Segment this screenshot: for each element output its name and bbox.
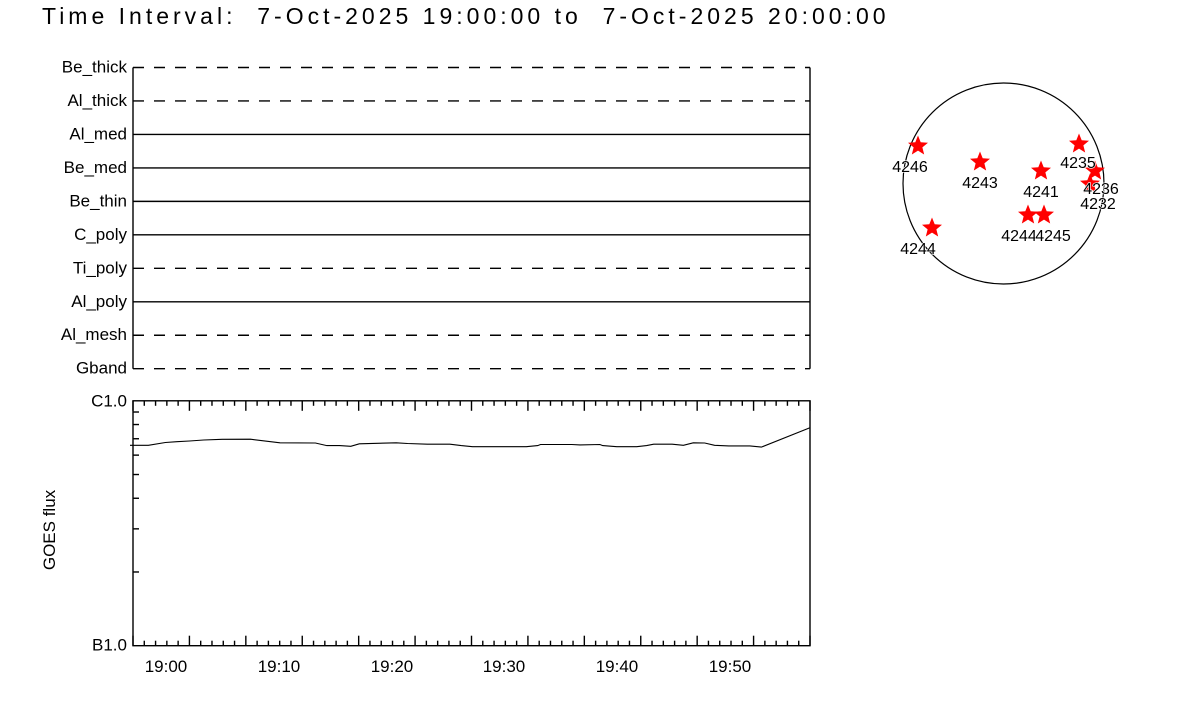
svg-text:Al_mesh: Al_mesh: [61, 325, 127, 344]
svg-text:C1.0: C1.0: [91, 392, 127, 411]
svg-text:19:00: 19:00: [145, 657, 188, 676]
svg-text:4241: 4241: [1023, 184, 1059, 201]
svg-text:4232: 4232: [1080, 196, 1116, 213]
svg-text:Al_thick: Al_thick: [67, 91, 127, 110]
svg-text:Be_thin: Be_thin: [69, 191, 127, 210]
svg-text:4243: 4243: [962, 175, 998, 192]
svg-text:GOES flux: GOES flux: [40, 489, 59, 570]
svg-text:Al_poly: Al_poly: [71, 292, 127, 311]
svg-text:19:30: 19:30: [483, 657, 526, 676]
svg-text:Ti_poly: Ti_poly: [73, 258, 128, 277]
svg-text:Be_thick: Be_thick: [62, 58, 128, 77]
svg-text:4246: 4246: [892, 159, 928, 176]
svg-text:4244: 4244: [1001, 228, 1037, 245]
svg-text:B1.0: B1.0: [92, 636, 127, 655]
svg-text:4244: 4244: [900, 241, 936, 258]
svg-text:19:40: 19:40: [596, 657, 639, 676]
svg-text:Time Interval: 7-Oct-2025 19:: Time Interval: 7-Oct-2025 19:00:00 to 7-…: [42, 3, 890, 29]
svg-text:19:50: 19:50: [709, 657, 752, 676]
svg-text:Al_med: Al_med: [69, 124, 127, 143]
svg-text:Be_med: Be_med: [64, 158, 127, 177]
svg-text:C_poly: C_poly: [74, 225, 127, 244]
svg-text:19:20: 19:20: [371, 657, 414, 676]
svg-text:19:10: 19:10: [258, 657, 301, 676]
svg-text:4235: 4235: [1060, 155, 1096, 172]
svg-text:4245: 4245: [1035, 228, 1071, 245]
svg-text:Gband: Gband: [76, 359, 127, 378]
